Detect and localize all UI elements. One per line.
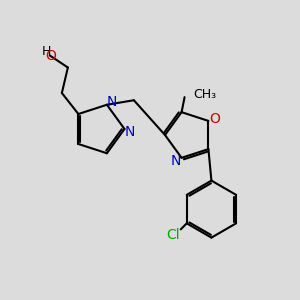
Text: O: O <box>209 112 220 126</box>
Text: O: O <box>45 49 56 62</box>
Text: H: H <box>42 44 51 58</box>
Text: N: N <box>170 154 181 168</box>
Text: Cl: Cl <box>167 228 180 242</box>
Text: N: N <box>107 95 118 109</box>
Text: N: N <box>125 125 135 139</box>
Text: CH₃: CH₃ <box>194 88 217 101</box>
